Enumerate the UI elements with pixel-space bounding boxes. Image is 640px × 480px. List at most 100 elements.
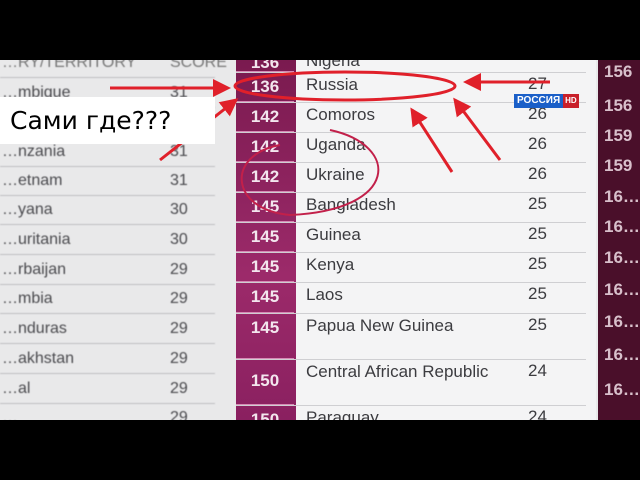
country-name: …akhstan	[2, 350, 75, 367]
country-name: Central African Republic	[306, 362, 489, 381]
country-name: …nduras	[2, 320, 67, 337]
score: 26	[528, 104, 547, 123]
country-name: …mbique	[2, 84, 71, 101]
score: 25	[528, 194, 547, 213]
country-name: Uganda	[306, 135, 366, 154]
rank: 156	[604, 96, 633, 115]
country-name: …uritania	[2, 231, 71, 248]
country-name: …rbaijan	[2, 261, 67, 278]
right-rank-column	[598, 60, 640, 420]
rank: 16…	[604, 187, 640, 206]
rank: 145	[236, 222, 294, 252]
table-row: 145 Papua New Guinea 25	[236, 313, 586, 360]
table-row: 142 Ukraine 26	[236, 162, 586, 193]
score: 29	[170, 409, 188, 420]
score: 25	[528, 315, 547, 334]
ukraine-highlight-circle	[240, 129, 380, 217]
table-row: …etnam 31	[0, 166, 215, 196]
table-row: 150 Central African Republic 24	[236, 359, 586, 406]
rank: 159	[604, 156, 633, 175]
table-row: 145 Kenya 25	[236, 252, 586, 283]
rank: 145	[236, 252, 294, 282]
caption-box: Сами где???	[0, 97, 215, 144]
country-name: …nzania	[2, 143, 66, 160]
rank: 16…	[604, 345, 640, 364]
arrow-icon	[453, 97, 502, 161]
rank: 16…	[604, 217, 640, 236]
rank: 150	[236, 405, 294, 420]
score: 30	[170, 201, 188, 218]
score: 30	[170, 231, 188, 248]
table-row: …mbia 29	[0, 284, 215, 314]
rank: 142	[236, 132, 294, 162]
rank: 150	[236, 359, 294, 405]
caption-text: Сами где???	[10, 106, 172, 135]
tv-frame: …RY/TERRITORY SCORE …mbique 31 …nzania 31 ……	[0, 60, 640, 420]
country-name: Bangladesh	[306, 195, 396, 214]
rank: 145	[236, 282, 294, 313]
country-name: …	[2, 409, 18, 420]
column-header: …RY/TERRITORY	[2, 60, 137, 71]
rank: 136	[236, 72, 294, 102]
score: 25	[528, 224, 547, 243]
table-row: 150 Paraguay 24	[236, 405, 586, 420]
table-row: 145 Laos 25	[236, 282, 586, 314]
country-name: …al	[2, 380, 31, 397]
rank: 16…	[604, 248, 640, 267]
country-name: Laos	[306, 285, 343, 304]
score: 25	[528, 254, 547, 273]
rank: 142	[236, 102, 294, 132]
score: 29	[170, 261, 188, 278]
country-name: Papua New Guinea	[306, 316, 454, 335]
hd-badge: HD	[563, 94, 579, 108]
channel-name: РОССИЯ	[514, 94, 564, 108]
table-row: 142 Uganda 26	[236, 132, 586, 163]
country-name: Ukraine	[306, 165, 365, 184]
score: 29	[170, 320, 188, 337]
rank-column	[236, 60, 296, 420]
rank: 16…	[604, 280, 640, 299]
rank: 136	[236, 60, 294, 72]
score: 29	[170, 380, 188, 397]
score: 26	[528, 134, 547, 153]
rank: 156	[604, 62, 633, 81]
country-name: Russia	[306, 75, 358, 94]
score: 26	[528, 164, 547, 183]
table-row: 145 Guinea 25	[236, 222, 586, 253]
rank: 142	[236, 162, 294, 192]
arrow-icon	[410, 107, 454, 173]
country-name: Nigeria	[306, 60, 360, 70]
score: 31	[170, 172, 188, 189]
rank: 145	[236, 313, 294, 359]
country-name: Comoros	[306, 105, 375, 124]
country-name: …etnam	[2, 172, 63, 189]
country-name: Kenya	[306, 255, 355, 274]
country-name: Guinea	[306, 225, 361, 244]
table-row: …yana 30	[0, 195, 215, 225]
table-row: …al 29	[0, 374, 215, 404]
table-row: … 29	[0, 403, 215, 420]
score: 29	[170, 290, 188, 307]
russia-highlight-ellipse	[233, 70, 457, 102]
table-row: …nzania 31	[0, 137, 215, 167]
channel-logo: РОССИЯ HD	[514, 94, 579, 108]
table-row: 136 Nigeria	[236, 60, 586, 73]
table-row: …nduras 29	[0, 314, 215, 344]
country-name: …mbia	[2, 290, 53, 307]
rank: 159	[604, 126, 633, 145]
score: 24	[528, 407, 547, 420]
country-name: Paraguay	[306, 408, 379, 421]
rank: 16…	[604, 312, 640, 331]
table-row: …rbaijan 29	[0, 255, 215, 285]
table-row: …uritania 30	[0, 225, 215, 255]
score: 25	[528, 284, 547, 303]
score: 29	[170, 350, 188, 367]
annotation-overlay	[110, 70, 550, 217]
rank: 16…	[604, 380, 640, 399]
column-header: SCORE	[170, 60, 227, 71]
country-name: …yana	[2, 201, 53, 218]
table-row: 145 Bangladesh 25	[236, 192, 586, 223]
score: 24	[528, 361, 547, 380]
table-row: 142 Comoros 26	[236, 102, 586, 133]
main-table-background	[296, 60, 596, 420]
